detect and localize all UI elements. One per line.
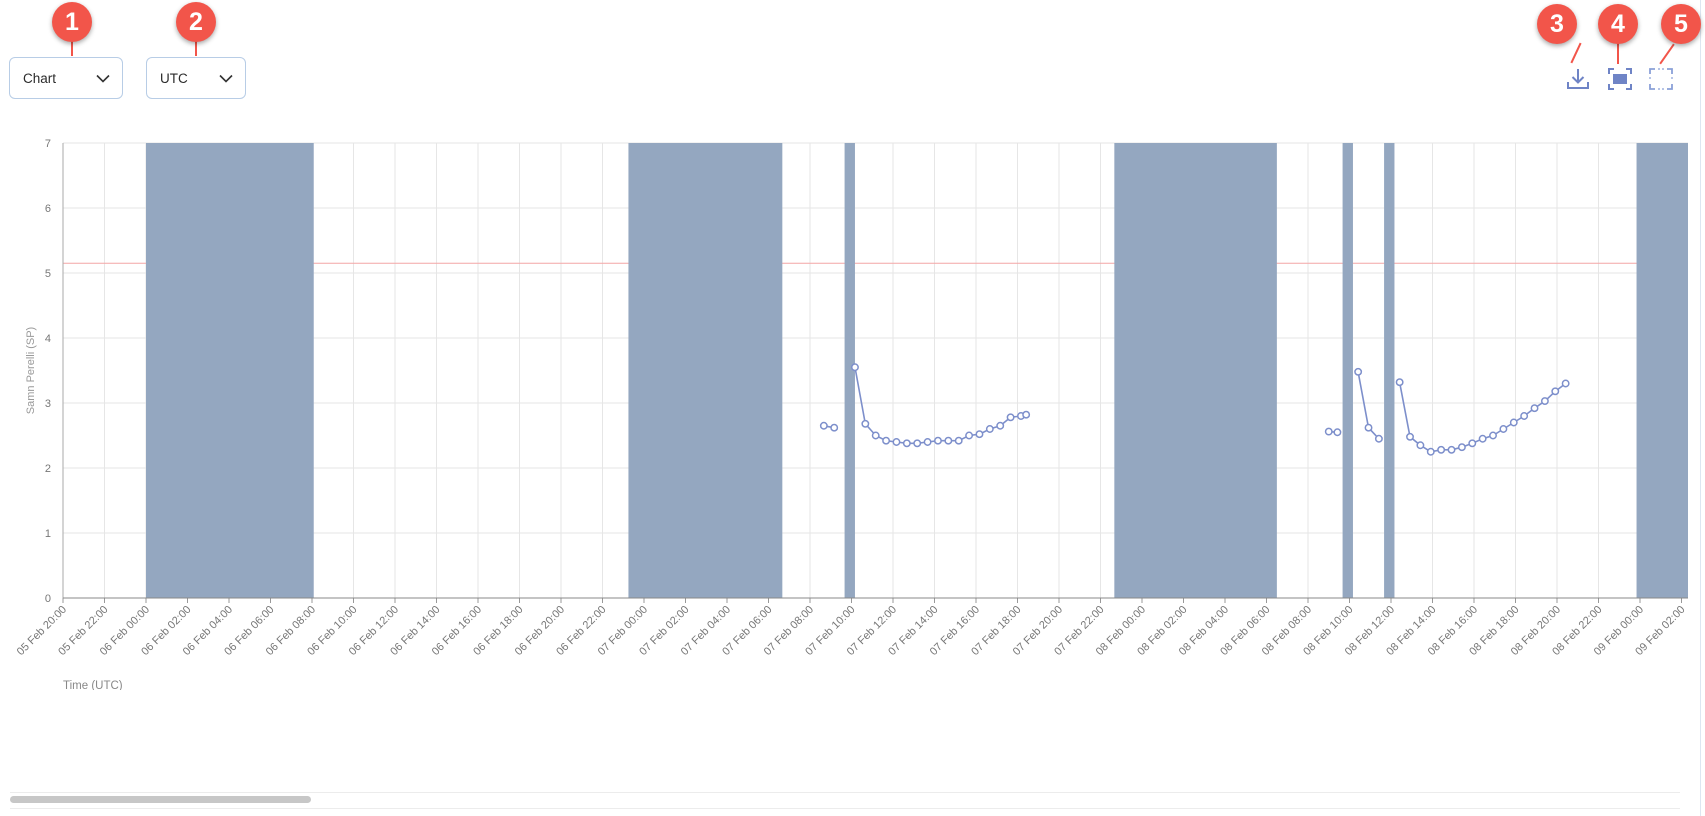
sleep-band: [1636, 143, 1688, 598]
data-point: [1561, 379, 1570, 388]
sleep-band: [1384, 143, 1395, 598]
annotation-connector: [1617, 42, 1619, 64]
timezone-select[interactable]: UTC: [146, 57, 246, 99]
sleep-band: [1114, 143, 1277, 598]
data-point: [913, 439, 922, 448]
chevron-down-icon: [96, 71, 110, 85]
annotation-badge: 1: [52, 2, 92, 42]
view-select-value: Chart: [23, 70, 57, 86]
data-point: [861, 419, 870, 428]
data-point: [1333, 428, 1342, 437]
data-point: [819, 421, 828, 430]
y-tick-label: 2: [45, 463, 51, 475]
data-point: [902, 439, 911, 448]
view-select[interactable]: Chart: [9, 57, 123, 99]
data-point: [1509, 418, 1518, 427]
annotation-connector: [1659, 43, 1675, 65]
data-point: [1457, 443, 1466, 452]
data-point: [851, 363, 859, 372]
data-point: [965, 431, 974, 440]
annotation-connector: [195, 40, 197, 56]
data-point: [923, 438, 932, 446]
data-point: [1447, 445, 1456, 454]
sleep-band: [844, 143, 855, 598]
download-icon: [1567, 69, 1589, 89]
data-point: [1489, 431, 1497, 440]
chevron-down-icon: [219, 71, 233, 85]
data-point: [1006, 413, 1015, 422]
data-point: [1022, 410, 1031, 419]
data-point: [1426, 447, 1435, 456]
data-point: [985, 425, 994, 433]
data-point: [1499, 425, 1508, 433]
y-tick-label: 4: [45, 333, 51, 345]
data-point: [1416, 441, 1425, 450]
data-point: [1364, 423, 1373, 432]
scrollbar-divider: [10, 808, 1680, 809]
data-point: [830, 423, 839, 432]
y-tick-label: 1: [45, 528, 51, 540]
sleep-bands: [146, 143, 1688, 598]
y-tick-label: 0: [45, 593, 51, 605]
annotation-connector: [71, 40, 73, 56]
x-axis-label: Time (UTC): [63, 680, 123, 690]
download-button[interactable]: [1563, 64, 1593, 94]
data-point: [1478, 434, 1487, 443]
y-tick-label: 6: [45, 203, 51, 215]
data-point: [1437, 445, 1446, 454]
y-tick-label: 5: [45, 268, 51, 280]
y-tick-label: 7: [45, 138, 51, 150]
data-point: [1530, 404, 1539, 413]
data-point: [871, 431, 880, 440]
sleep-band: [1342, 143, 1353, 598]
y-axis-label: Samn Perelli (SP): [25, 327, 37, 414]
annotation-badge: 4: [1598, 4, 1638, 44]
data-point: [996, 421, 1005, 430]
sleep-band: [146, 143, 314, 598]
panel-edge: [1700, 0, 1701, 816]
sleep-band: [628, 143, 783, 598]
data-point: [892, 438, 901, 446]
data-point: [1520, 412, 1529, 420]
annotation-badge: 2: [176, 2, 216, 42]
horizontal-scrollbar-thumb[interactable]: [10, 796, 311, 803]
data-point: [1540, 397, 1549, 405]
data-point: [1468, 439, 1477, 448]
fit-screen-button[interactable]: [1605, 64, 1635, 94]
timezone-select-value: UTC: [160, 70, 188, 86]
data-point: [1374, 434, 1383, 443]
data-point: [934, 436, 942, 445]
data-point: [1324, 427, 1333, 436]
data-point: [1354, 367, 1363, 376]
y-tick-label: 3: [45, 398, 51, 410]
data-point: [1406, 432, 1414, 441]
fullscreen-icon: [1649, 68, 1673, 90]
annotation-connector: [1570, 42, 1582, 64]
data-point: [1551, 387, 1560, 396]
fullscreen-button[interactable]: [1646, 64, 1676, 94]
data-point: [975, 430, 984, 439]
horizontal-scrollbar-track[interactable]: [10, 792, 1680, 803]
data-point: [1395, 378, 1404, 387]
data-point: [882, 436, 891, 445]
data-point: [954, 436, 963, 445]
series-line: [854, 367, 1027, 445]
series: [819, 363, 1570, 456]
fit-screen-icon: [1608, 68, 1632, 90]
data-point: [944, 436, 953, 445]
annotation-badge: 5: [1661, 4, 1701, 44]
annotation-badge: 3: [1537, 4, 1577, 44]
